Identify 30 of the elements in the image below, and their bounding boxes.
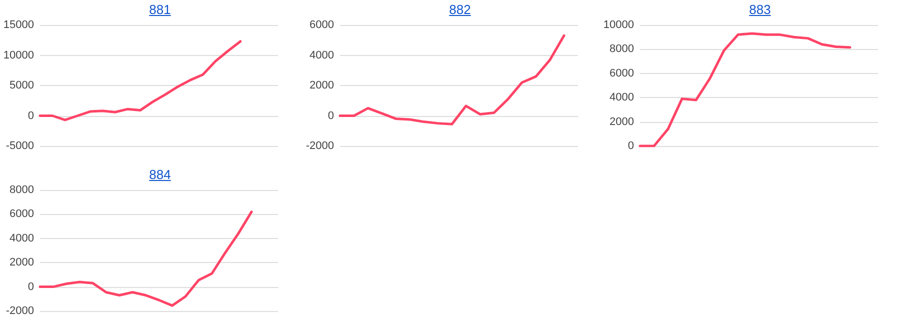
chart-title: 881	[148, 2, 172, 17]
y-tick-label: 10000	[603, 19, 634, 31]
y-tick-label: 6000	[610, 67, 634, 80]
chart-title: 884	[148, 167, 172, 182]
y-tick-label: 2000	[310, 80, 334, 92]
y-tick-label: 6000	[10, 208, 34, 220]
line-series	[38, 40, 242, 122]
y-tick-label: 10000	[3, 49, 34, 62]
y-tick-label: -2000	[306, 140, 334, 152]
y-tick-label: 0	[628, 140, 634, 152]
chart-title: 882	[448, 2, 472, 17]
y-tick-label: 6000	[310, 19, 334, 31]
y-tick-label: 15000	[3, 19, 34, 31]
y-tick-label: -2000	[6, 305, 34, 317]
y-tick-label: 8000	[10, 184, 34, 196]
y-tick-label: 4000	[310, 49, 334, 62]
y-tick-label: 4000	[10, 232, 34, 244]
y-tick-label: 4000	[610, 92, 634, 104]
y-tick-label: 0	[28, 110, 34, 122]
y-tick-label: 2000	[10, 256, 34, 269]
y-tick-label: 0	[328, 110, 334, 122]
y-tick-label: 0	[28, 280, 34, 293]
y-tick-label: -5000	[6, 140, 34, 152]
y-tick-label: 8000	[610, 43, 634, 56]
y-tick-label: 2000	[610, 116, 634, 128]
y-tick-label: 5000	[10, 80, 34, 92]
line-series	[338, 34, 566, 126]
chart-title: 883	[748, 2, 772, 17]
line-series	[38, 210, 253, 307]
line-series	[638, 32, 852, 148]
